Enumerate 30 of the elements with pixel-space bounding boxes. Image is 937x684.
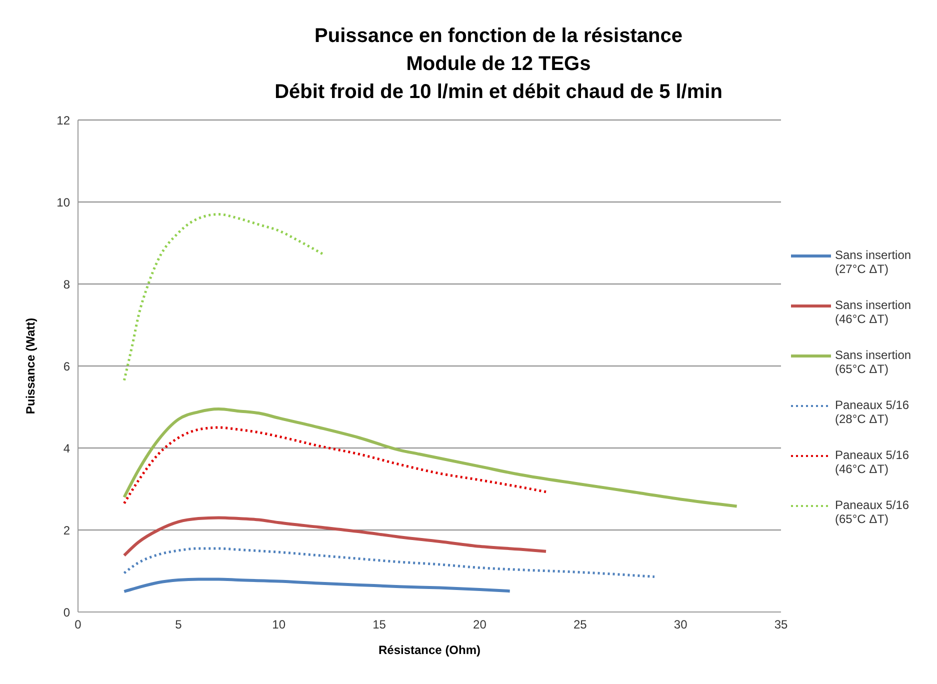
chart-subtitle: Module de 12 TEGs Débit froid de 10 l/min et débit chaud de 5 l/min <box>274 52 724 105</box>
line-series <box>122 516 548 557</box>
y-tick-label: 4 <box>63 441 70 456</box>
chart-title: Puissance en fonction de la résistance <box>314 24 684 49</box>
x-tick-label: 15 <box>372 618 386 632</box>
x-tick-label: 10 <box>272 618 286 632</box>
y-tick-label: 12 <box>56 113 70 128</box>
x-tick-label: 30 <box>674 618 688 632</box>
legend-label: Paneaux 5/16 (46°C ΔT) <box>835 448 910 476</box>
y-tick-label: 8 <box>63 277 70 292</box>
line-series <box>122 547 656 578</box>
y-tick-label: 10 <box>56 195 70 210</box>
legend-label: Sans insertion (65°C ΔT) <box>835 348 912 376</box>
x-tick-label: 25 <box>573 618 588 632</box>
y-axis-title: Puissance (Watt) <box>23 318 38 414</box>
x-tick-label: 20 <box>473 618 487 632</box>
line-series <box>122 408 738 508</box>
line-series <box>122 426 548 505</box>
legend-label: Paneaux 5/16 (65°C ΔT) <box>835 498 910 526</box>
line-series <box>122 578 512 593</box>
y-tick-label: 0 <box>63 605 70 620</box>
y-tick-label: 2 <box>63 523 70 538</box>
x-tick-label: 0 <box>74 618 82 632</box>
x-axis-title: Résistance (Ohm) <box>378 643 481 657</box>
y-tick-label: 6 <box>63 359 70 374</box>
x-tick-label: 5 <box>175 618 182 632</box>
legend-label: Paneaux 5/16 (28°C ΔT) <box>835 398 910 426</box>
x-tick-label: 35 <box>774 618 788 632</box>
legend-label: Sans insertion (27°C ΔT) <box>835 248 912 276</box>
legend-label: Sans insertion (46°C ΔT) <box>835 298 912 326</box>
